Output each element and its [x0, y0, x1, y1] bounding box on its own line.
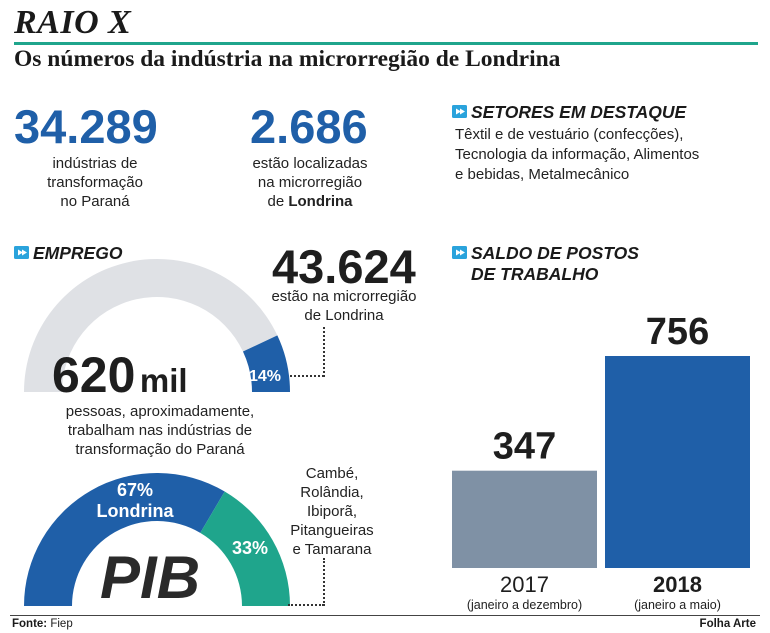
caption-text: de — [267, 193, 289, 210]
pib-gauge-londrina — [24, 472, 225, 606]
caption-line: Pitangueiras — [290, 522, 374, 539]
emprego-total-caption: pessoas, aproximadamente, trabalham nas … — [25, 402, 295, 459]
setores-heading: SETORES EM DESTAQUE — [452, 102, 686, 123]
emprego-total: 620 mil — [52, 346, 188, 404]
pib-others-pct: 33% — [231, 538, 269, 558]
heading-line: SALDO DE POSTOS — [471, 243, 639, 263]
saldo-heading: SALDO DE POSTOS DE TRABALHO — [452, 243, 639, 285]
caption-line: no Paraná — [60, 193, 130, 210]
bar-value-label: 756 — [646, 311, 709, 353]
setores-list: Têxtil e de vestuário (confecções), Tecn… — [455, 125, 755, 185]
category-note: (janeiro a dezembro) — [467, 598, 582, 612]
pib-label: PIB — [100, 544, 201, 611]
arrow-box-icon — [452, 246, 467, 259]
bar-2017 — [452, 470, 597, 568]
arrow-box-icon — [14, 246, 29, 259]
emprego-total-number: 620 — [52, 347, 136, 403]
londrina-industries-value: 2.686 — [250, 100, 368, 153]
setores-heading-text: SETORES EM DESTAQUE — [471, 102, 687, 122]
leader-line — [290, 375, 324, 377]
pib-londrina-pct: 67% — [116, 480, 154, 500]
caption-line: estão na microrregião — [271, 288, 417, 305]
emprego-total-unit: mil — [139, 362, 188, 399]
pib-gauge-others — [200, 491, 290, 606]
footer-rule — [10, 615, 760, 616]
caption-line: Ibiporã, — [306, 503, 358, 520]
saldo-heading-text: SALDO DE POSTOS DE TRABALHO — [471, 243, 639, 285]
caption-line: estão localizadas — [252, 155, 368, 172]
source-label: Fonte: — [12, 618, 48, 630]
caption-line: Rolândia, — [300, 484, 364, 501]
category-label: 2017 — [500, 572, 549, 597]
caption-line: transformação do Paraná — [75, 441, 245, 458]
emprego-gauge-track — [24, 259, 278, 392]
londrina-industries-caption: estão localizadas na microrregião de Lon… — [230, 154, 390, 211]
caption-line: pessoas, aproximadamente, — [65, 403, 255, 420]
emprego-highlight-caption: estão na microrregião de Londrina — [254, 287, 434, 325]
setores-line: e bebidas, Metalmecânico — [455, 166, 630, 183]
caption-line: na microrregião — [257, 174, 363, 191]
caption-line: de Londrina — [230, 192, 390, 211]
setores-line: Tecnologia da informação, Alimentos — [455, 146, 700, 163]
caption-line: trabalham nas indústrias de — [67, 422, 253, 439]
leader-line — [323, 327, 325, 377]
title-rule — [14, 42, 758, 45]
saldo-bar-chart: 347 2017(janeiro a dezembro) 756 2018(janei… — [452, 311, 750, 612]
leader-line — [288, 604, 324, 606]
emprego-share-label: 14% — [248, 368, 282, 385]
bar-value-label: 347 — [493, 426, 556, 468]
leader-line — [323, 558, 325, 606]
setores-line: Têxtil e de vestuário (confecções), — [455, 126, 684, 143]
caption-line: indústrias de — [52, 155, 138, 172]
page-subtitle: Os números da indústria na microrregião … — [14, 46, 561, 72]
parana-industries-value: 34.289 — [14, 100, 158, 153]
footer-source: Fonte: Fiep — [12, 618, 73, 630]
source-name: Fiep — [50, 618, 73, 630]
footer-credit: Folha Arte — [699, 618, 756, 630]
arrow-box-icon — [452, 105, 467, 118]
caption-bold: Londrina — [288, 193, 353, 210]
emprego-highlight-value: 43.624 — [272, 240, 416, 293]
category-label: 2018 — [653, 572, 702, 597]
caption-line: de Londrina — [304, 307, 384, 324]
emprego-gauge-share — [242, 335, 290, 392]
caption-line: e Tamarana — [292, 541, 372, 558]
category-note: (janeiro a maio) — [634, 598, 721, 612]
pib-others-caption: Cambé, Rolândia, Ibiporã, Pitangueiras e… — [282, 464, 382, 559]
emprego-heading-text: EMPREGO — [33, 243, 123, 263]
page-title: RAIO X — [14, 4, 132, 41]
pib-londrina-label: 67% Londrina — [85, 480, 185, 522]
pib-londrina-name: Londrina — [96, 501, 174, 521]
heading-line: DE TRABALHO — [471, 264, 599, 284]
caption-line: Cambé, — [305, 465, 359, 482]
caption-line: transformação — [47, 174, 143, 191]
parana-industries-caption: indústrias de transformação no Paraná — [10, 154, 180, 211]
bar-2018 — [605, 356, 750, 568]
emprego-heading: EMPREGO — [14, 243, 122, 264]
